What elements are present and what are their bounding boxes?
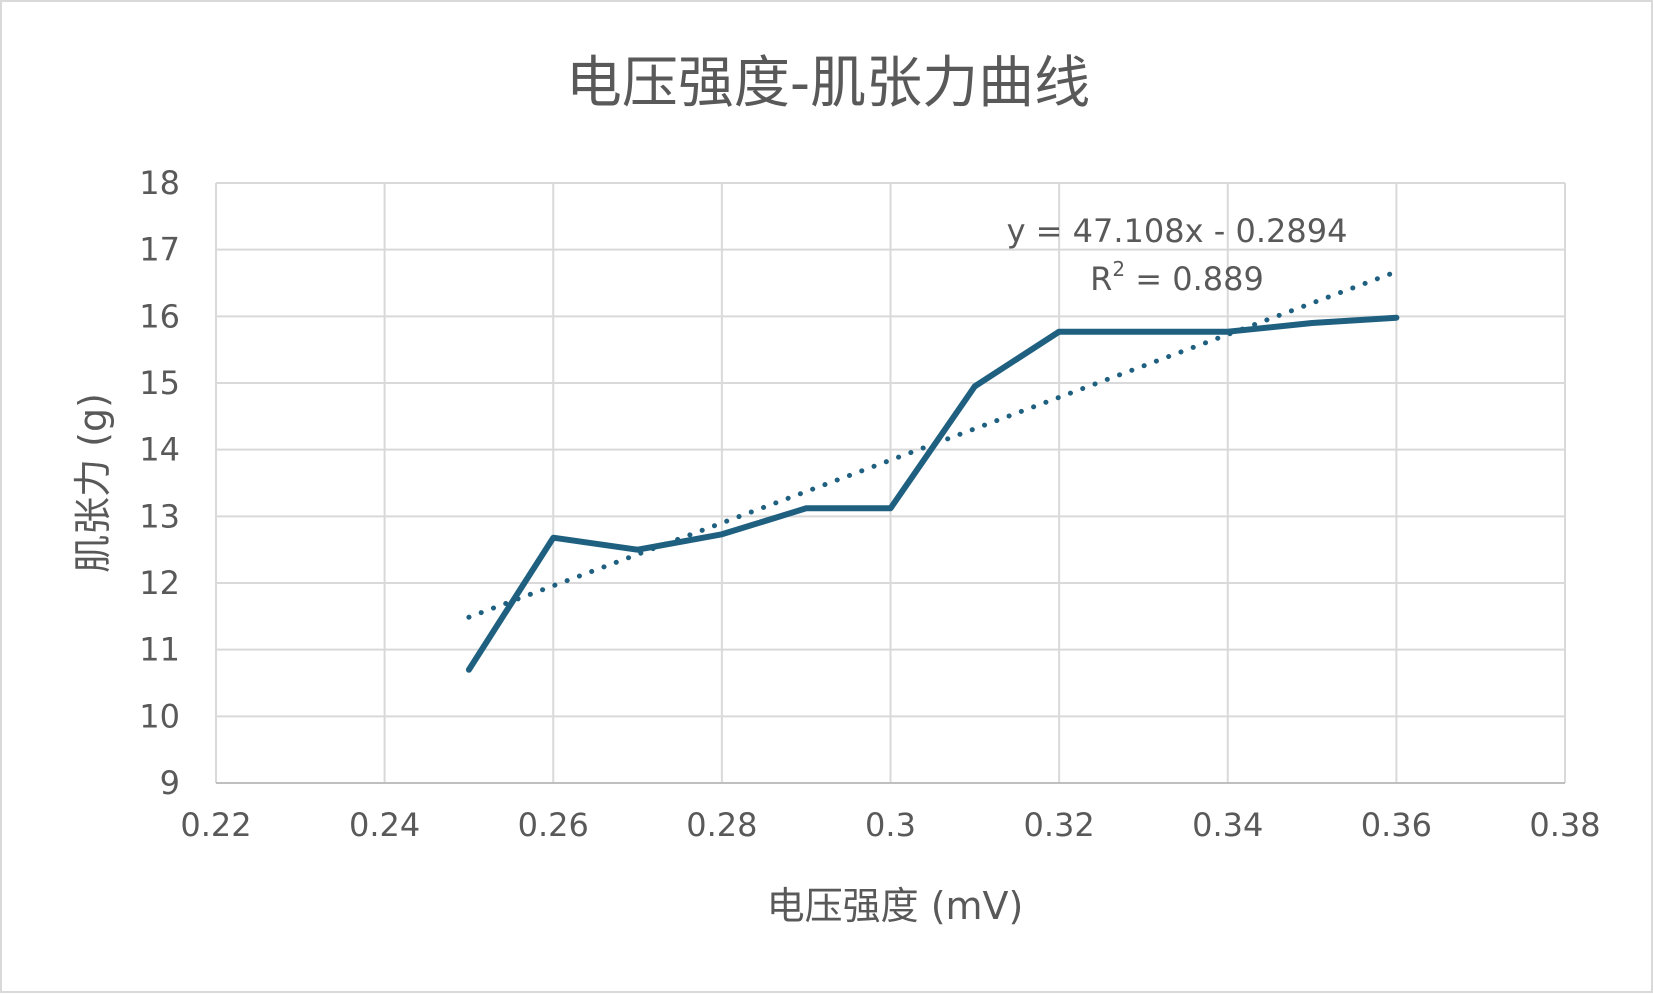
x-tick-label: 0.26 <box>518 806 589 844</box>
x-tick-label: 0.24 <box>349 806 420 844</box>
r-squared-prefix: R <box>1090 260 1112 298</box>
chart-title: 电压强度-肌张力曲线 <box>566 51 1090 116</box>
x-axis-tick-labels: 0.22 0.24 0.26 0.28 0.3 0.32 0.34 0.36 0.38 <box>180 806 1600 844</box>
y-tick-label: 16 <box>139 297 180 335</box>
trendline-equation-label: y = 47.108x - 0.2894 <box>1007 212 1348 250</box>
y-axis-tick-labels: 9 10 11 12 13 14 15 16 17 18 <box>139 164 180 802</box>
x-axis-title: 电压强度 (mV) <box>767 884 1024 928</box>
x-tick-label: 0.32 <box>1024 806 1095 844</box>
x-tick-label: 0.22 <box>180 806 251 844</box>
r-squared-value: = 0.889 <box>1125 260 1264 298</box>
y-axis-title: 肌张力 (g) <box>71 393 115 573</box>
r-squared-superscript: 2 <box>1112 257 1125 281</box>
y-tick-label: 9 <box>160 764 180 802</box>
gridlines <box>215 182 1566 784</box>
x-tick-label: 0.3 <box>865 806 916 844</box>
x-tick-label: 0.34 <box>1192 806 1263 844</box>
y-tick-label: 13 <box>139 497 180 535</box>
y-tick-label: 18 <box>139 164 180 202</box>
series-line <box>465 314 1400 673</box>
y-tick-label: 11 <box>139 631 180 669</box>
y-tick-label: 15 <box>139 364 180 402</box>
y-tick-label: 12 <box>139 564 180 602</box>
y-tick-label: 17 <box>139 231 180 269</box>
y-tick-label: 10 <box>139 697 180 735</box>
y-tick-label: 14 <box>139 431 180 469</box>
trendline-r-squared-label: R2 = 0.889 <box>1090 257 1264 298</box>
x-tick-label: 0.38 <box>1529 806 1600 844</box>
x-tick-label: 0.36 <box>1361 806 1432 844</box>
x-tick-label: 0.28 <box>686 806 757 844</box>
